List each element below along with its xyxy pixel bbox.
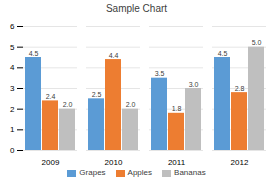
html-text:Bananas: Bananas bbox=[174, 168, 206, 177]
svg-text:3.5: 3.5 bbox=[155, 70, 165, 77]
svg-text:4.4: 4.4 bbox=[109, 52, 119, 59]
svg-text:1: 1 bbox=[10, 125, 15, 134]
svg-text:2012: 2012 bbox=[231, 158, 249, 166]
svg-text:6: 6 bbox=[10, 22, 15, 31]
svg-text:2: 2 bbox=[10, 105, 15, 114]
svg-text:4: 4 bbox=[10, 63, 15, 72]
svg-text:2010: 2010 bbox=[105, 158, 123, 166]
svg-text:5: 5 bbox=[10, 43, 15, 52]
html-text:Sample Chart: Sample Chart bbox=[105, 3, 168, 14]
html-text:Apples: Apples bbox=[127, 168, 152, 177]
svg-text:1.8: 1.8 bbox=[172, 105, 182, 112]
svg-text:5.0: 5.0 bbox=[252, 39, 262, 46]
svg-text:2011: 2011 bbox=[168, 158, 186, 166]
svg-text:0: 0 bbox=[10, 146, 15, 155]
html-text:Grapes: Grapes bbox=[79, 168, 106, 177]
svg-text:2.0: 2.0 bbox=[63, 101, 73, 108]
svg-text:3: 3 bbox=[10, 84, 15, 93]
svg-text:2.4: 2.4 bbox=[46, 93, 56, 100]
svg-text:3.0: 3.0 bbox=[189, 81, 199, 88]
svg-text:4.5: 4.5 bbox=[218, 50, 228, 57]
svg-text:2.5: 2.5 bbox=[92, 91, 102, 98]
svg-text:2.8: 2.8 bbox=[235, 85, 245, 92]
svg-text:2009: 2009 bbox=[42, 158, 60, 166]
svg-text:2.0: 2.0 bbox=[126, 101, 136, 108]
svg-text:4.5: 4.5 bbox=[29, 50, 39, 57]
